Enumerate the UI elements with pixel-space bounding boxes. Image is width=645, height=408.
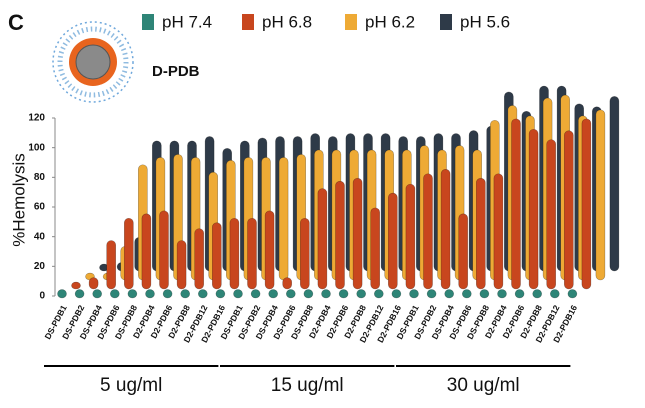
- bar: [317, 188, 328, 290]
- bar: [233, 289, 243, 299]
- bar: [497, 289, 507, 299]
- bar: [423, 173, 433, 290]
- annotation: D-PDB: [152, 63, 200, 80]
- bar: [124, 217, 134, 290]
- bar: [475, 177, 486, 290]
- bar: [110, 289, 120, 299]
- group-label: 30 ug/ml: [447, 375, 520, 396]
- bar: [215, 289, 226, 299]
- legend-swatch: [142, 14, 154, 30]
- bar: [106, 240, 116, 290]
- legend-swatch: [242, 14, 254, 30]
- bar: [479, 289, 490, 299]
- bar: [159, 210, 169, 290]
- bar: [88, 277, 99, 290]
- group-label: 15 ug/ml: [271, 375, 344, 396]
- bar: [609, 96, 620, 272]
- bar: [595, 109, 606, 281]
- bar: [278, 157, 289, 281]
- bar: [250, 289, 261, 299]
- bar: [198, 289, 208, 299]
- panel-label: C: [8, 10, 24, 35]
- bar: [440, 169, 451, 290]
- bar: [268, 289, 279, 299]
- bar: [141, 213, 152, 290]
- bar: [549, 289, 560, 299]
- nanoparticle-icon: [52, 21, 134, 103]
- bar: [405, 183, 416, 290]
- bar: [176, 240, 187, 290]
- bar: [57, 289, 67, 299]
- legend-swatch: [440, 14, 452, 30]
- legend-label: pH 7.4: [162, 12, 212, 31]
- bar: [567, 289, 578, 299]
- bar: [458, 213, 469, 290]
- bar: [409, 289, 419, 299]
- legend-swatch: [345, 14, 357, 30]
- bar: [335, 180, 345, 290]
- bar: [426, 289, 437, 299]
- bar: [212, 222, 222, 290]
- y-tick-label: 20: [34, 261, 46, 272]
- bar: [514, 289, 525, 299]
- bar: [71, 281, 81, 290]
- bar: [299, 217, 310, 290]
- bar: [338, 289, 349, 299]
- bar: [285, 289, 296, 299]
- group-label: 5 ug/ml: [100, 375, 162, 396]
- bar: [581, 118, 592, 290]
- bar: [352, 177, 363, 290]
- y-tick-label: 100: [28, 142, 45, 153]
- bar: [247, 217, 257, 290]
- legend-label: pH 5.6: [460, 12, 510, 31]
- bar: [387, 192, 398, 290]
- bar: [461, 289, 472, 299]
- bar: [444, 289, 455, 299]
- bar: [321, 289, 331, 299]
- bar: [180, 289, 190, 299]
- bar: [229, 217, 240, 290]
- y-tick-label: 80: [34, 172, 46, 183]
- bar: [356, 289, 367, 299]
- bar: [303, 289, 314, 299]
- bar: [74, 289, 85, 299]
- bar: [92, 289, 102, 299]
- bar: [162, 289, 173, 299]
- bar: [370, 207, 381, 290]
- bar: [493, 173, 504, 290]
- bar: [546, 139, 557, 290]
- bar: [282, 277, 293, 290]
- bar: [145, 289, 155, 299]
- bar: [391, 289, 402, 299]
- y-tick-label: 40: [34, 231, 46, 242]
- y-axis-label: %Hemolysis: [9, 153, 28, 247]
- bar: [511, 118, 521, 290]
- bar: [563, 130, 574, 290]
- bar: [264, 210, 275, 290]
- bar: [194, 228, 204, 290]
- legend-label: pH 6.8: [262, 12, 312, 31]
- bar: [373, 289, 384, 299]
- bar: [528, 128, 539, 290]
- legend-label: pH 6.2: [365, 12, 415, 31]
- y-tick-label: 0: [39, 291, 45, 302]
- bar: [127, 289, 138, 299]
- y-tick-label: 60: [34, 202, 46, 213]
- bar: [532, 289, 543, 299]
- y-tick-label: 120: [28, 113, 45, 124]
